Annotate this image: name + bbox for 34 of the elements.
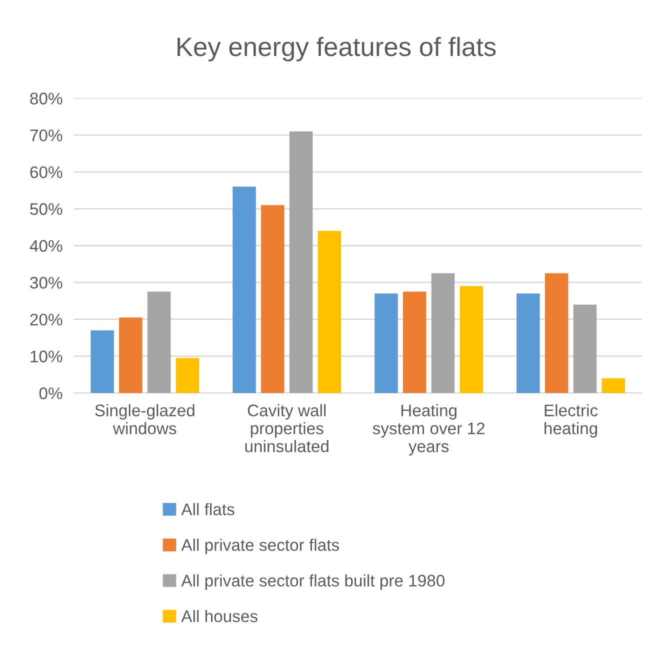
bar — [90, 330, 114, 393]
bar — [544, 273, 568, 393]
chart-title: Key energy features of flats — [178, 36, 496, 62]
y-tick-label: 50% — [30, 203, 62, 215]
bar — [573, 304, 597, 393]
x-tick-label: Electric heating — [544, 404, 598, 438]
y-tick-label: 60% — [30, 166, 62, 178]
y-tick-label: 20% — [30, 314, 62, 326]
bar — [176, 358, 200, 393]
y-tick-label: 10% — [30, 350, 62, 362]
bar — [374, 294, 398, 393]
bar — [261, 205, 284, 393]
y-tick-label: 40% — [30, 240, 62, 252]
x-tick-label: Heating system over 12 years — [372, 404, 484, 456]
bar — [147, 292, 171, 393]
y-tick-label: 0% — [39, 387, 62, 400]
bar — [402, 292, 426, 393]
bar — [431, 273, 455, 393]
legend-label: All private sector flats — [181, 538, 339, 554]
bar — [119, 317, 142, 393]
bar — [460, 286, 484, 393]
bar — [318, 230, 342, 393]
bar — [232, 186, 256, 393]
legend-label: All private sector flats built pre 1980 — [181, 574, 445, 590]
x-tick-label: Single-glazed windows — [95, 404, 194, 434]
legend-label: All flats — [181, 503, 234, 516]
bar — [602, 378, 626, 393]
x-tick-label: Cavity wall properties uninsulated — [245, 404, 328, 452]
bar — [516, 294, 540, 393]
y-tick-label: 80% — [30, 92, 62, 104]
y-tick-label: 70% — [30, 129, 62, 142]
bar — [289, 131, 313, 393]
legend-label: All houses — [181, 610, 258, 622]
y-tick-label: 30% — [30, 276, 62, 289]
